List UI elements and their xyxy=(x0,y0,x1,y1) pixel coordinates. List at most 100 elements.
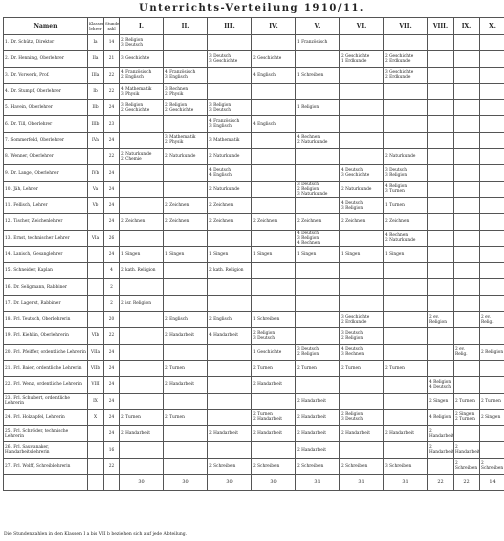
empty-cell xyxy=(479,66,504,84)
empty-cell xyxy=(453,99,480,117)
empty-cell xyxy=(479,50,504,68)
teacher-row: 5. Havein, Oberlehrer IIb 24 3 Religion 2 G… xyxy=(3,99,504,117)
empty-cell xyxy=(383,131,428,150)
empty-cell xyxy=(427,115,454,133)
class-teacher: VIII xyxy=(87,376,104,394)
empty-cell xyxy=(427,180,454,198)
empty-cell xyxy=(207,376,252,394)
empty-cell xyxy=(453,425,480,443)
lesson-cell: 2 Zeichnen xyxy=(383,213,428,231)
class-teacher xyxy=(87,278,104,296)
empty-cell xyxy=(427,245,454,264)
hours: 26 xyxy=(103,229,120,247)
total-cell: 22 xyxy=(453,474,480,492)
lesson-cell: 2 kath. Religion xyxy=(119,262,164,280)
empty-cell xyxy=(427,457,454,476)
empty-cell xyxy=(427,213,454,231)
hours: 16 xyxy=(103,441,120,459)
title: Unterrichts-Verteilung 1910/11. xyxy=(139,3,365,14)
lesson-cell: 2 Zeichnen xyxy=(119,213,164,231)
lesson-cell: 3 Religion 2 Geschichte xyxy=(119,99,164,117)
lesson-cell: 2 Geschichte 2 Erdkunde xyxy=(383,50,428,68)
totals-row: 30 30 30 30 31 31 31 22 22 14 xyxy=(3,474,504,492)
hours: 24 xyxy=(103,359,120,378)
empty-cell xyxy=(3,474,88,492)
lesson-cell: 2 Religion 2 Geschichte xyxy=(163,99,208,117)
lesson-cell: 2 Handarbeit xyxy=(295,425,340,443)
column-header: VI. xyxy=(339,17,384,35)
total-cell: 31 xyxy=(295,474,340,492)
class-teacher: Vb xyxy=(87,196,104,215)
empty-cell xyxy=(427,50,454,68)
empty-cell xyxy=(427,343,454,361)
lesson-cell: 2 Handarbeit xyxy=(427,425,454,443)
hours: 24 xyxy=(103,343,120,361)
teacher-row: 16. Dr. Seligmann, Rabbiner 2 xyxy=(3,278,504,296)
lesson-cell: 2 Handarbeit xyxy=(295,441,340,459)
teacher-name: 25. Frl. Schröder, technische Lehrerin xyxy=(3,425,88,443)
lesson-cell: 1 Französisch xyxy=(295,33,340,52)
empty-cell xyxy=(453,148,480,166)
empty-cell xyxy=(479,376,504,394)
lesson-cell: 2 ev. Relig. xyxy=(479,311,504,329)
empty-cell xyxy=(453,245,480,264)
teacher-row: 15. Schneider, Kaplan 4 2 kath. Religion 2 … xyxy=(3,262,504,280)
lesson-cell: 4 Deutsch 3 Religion 4 Rechnen xyxy=(295,229,340,247)
empty-cell xyxy=(207,294,252,313)
empty-cell xyxy=(339,148,384,166)
class-teacher xyxy=(87,213,104,231)
lesson-cell: 2 Zeichnen xyxy=(251,213,296,231)
empty-cell xyxy=(427,82,454,101)
teacher-name: 1. Dr. Schütz, Direktor xyxy=(3,33,88,52)
lesson-cell: 2 Geschichte xyxy=(251,50,296,68)
empty-cell xyxy=(453,213,480,231)
empty-cell xyxy=(339,441,384,459)
empty-cell xyxy=(119,327,164,345)
class-teacher: X xyxy=(87,408,104,427)
empty-cell xyxy=(119,229,164,247)
teacher-row: 21. Frl. Baier, ordentliche Lehrerin VIIb… xyxy=(3,359,504,378)
lesson-cell: 2 Turnen xyxy=(339,359,384,378)
column-header: VIII. xyxy=(427,17,454,35)
hours: 23 xyxy=(103,115,120,133)
teacher-name: 2. Dr. Henning, Oberlehrer xyxy=(3,50,88,68)
teacher-row: 9. Dr. Lange, Oberlehrer IVb 24 4 Deutsch 4… xyxy=(3,164,504,182)
lesson-cell: 3 Mathematik 2 Physik xyxy=(163,131,208,150)
teacher-row: 14. Lanisch, Gesanglehrer 24 1 Singen 1 Sin… xyxy=(3,245,504,264)
empty-cell xyxy=(295,376,340,394)
empty-cell xyxy=(251,196,296,215)
lesson-cell: 2 Handarbeit xyxy=(251,425,296,443)
hours: 22 xyxy=(103,82,120,101)
class-teacher: Va xyxy=(87,180,104,198)
empty-cell xyxy=(251,278,296,296)
hours: 24 xyxy=(103,376,120,394)
lesson-cell: 4 Mathematik 3 Physik xyxy=(119,82,164,101)
empty-cell xyxy=(479,245,504,264)
teacher-row: 24. Frl. Holzapfel, Lehrerin X 24 2 Turnen 2… xyxy=(3,408,504,427)
empty-cell xyxy=(251,99,296,117)
lesson-cell: 4 Handarbeit xyxy=(207,327,252,345)
lesson-cell: 2 Handarbeit xyxy=(453,441,480,459)
class-teacher: IIa xyxy=(87,50,104,68)
empty-cell xyxy=(339,66,384,84)
lesson-cell: 2 Schreiben xyxy=(479,457,504,476)
empty-cell xyxy=(207,359,252,378)
lesson-cell: 1 Geschichte xyxy=(251,343,296,361)
lesson-cell: 1 Singen xyxy=(383,245,428,264)
empty-cell xyxy=(295,278,340,296)
empty-cell xyxy=(453,180,480,198)
empty-cell xyxy=(339,294,384,313)
teacher-row: 26. Frl. Sauvanaker, Handarbeitslehrerin… xyxy=(3,441,504,459)
lesson-cell: 3 Deutsch 2 Religion 3 Naturkunde xyxy=(295,180,340,198)
empty-cell xyxy=(119,457,164,476)
empty-cell xyxy=(207,82,252,101)
empty-cell xyxy=(119,376,164,394)
empty-cell xyxy=(163,262,208,280)
schedule-table: NamenKlassen-lehrerStunden-zahlI.II.III.… xyxy=(3,17,504,492)
teacher-row: 7. Sommerfeld, Oberlehrer IVa 24 3 Mathemat… xyxy=(3,131,504,150)
hours: 21 xyxy=(103,50,120,68)
lesson-cell: 4 Rechnen 2 Naturkunde xyxy=(383,229,428,247)
empty-cell xyxy=(383,441,428,459)
hours: 24 xyxy=(103,131,120,150)
